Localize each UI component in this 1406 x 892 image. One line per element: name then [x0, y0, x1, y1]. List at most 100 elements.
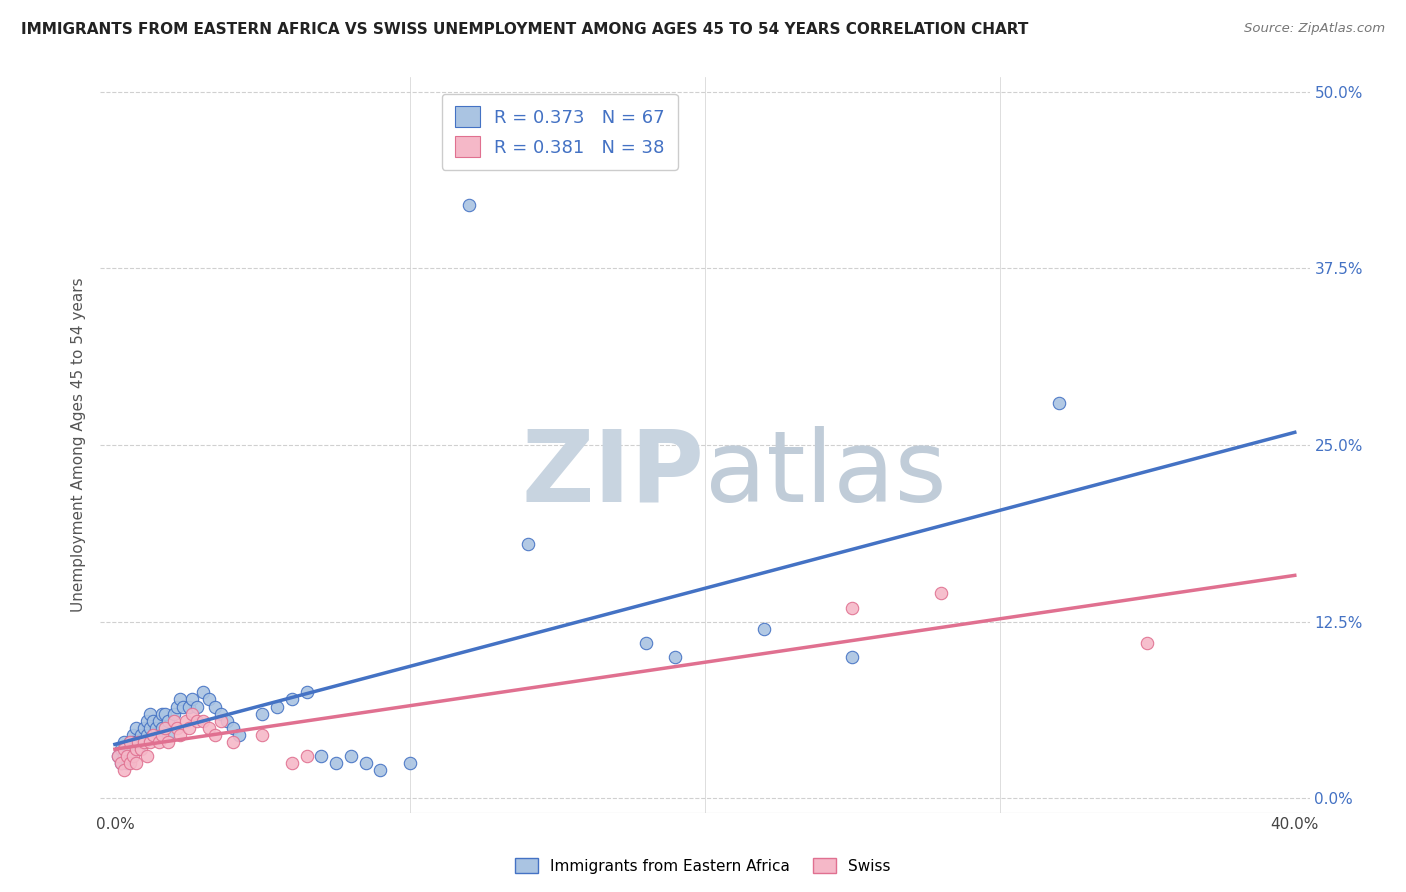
Point: [145, 721, 167, 735]
Point: [166, 699, 188, 714]
Point: [107, 749, 129, 764]
Point: [177, 721, 200, 735]
Point: [204, 699, 226, 714]
Point: [156, 714, 179, 728]
Point: [127, 735, 149, 749]
Point: [110, 756, 132, 770]
Point: [193, 714, 215, 728]
Point: [664, 650, 686, 665]
Point: [142, 728, 165, 742]
Point: [193, 685, 215, 699]
Point: [228, 728, 250, 742]
Point: [112, 742, 135, 756]
Point: [118, 735, 141, 749]
Point: [169, 692, 191, 706]
Point: [121, 742, 143, 756]
Point: [118, 749, 141, 764]
Point: [127, 735, 149, 749]
Point: [131, 735, 153, 749]
Point: [186, 714, 208, 728]
Point: [186, 699, 208, 714]
Point: [134, 721, 156, 735]
Point: [115, 749, 138, 764]
Point: [136, 714, 159, 728]
Point: [169, 728, 191, 742]
Point: [110, 742, 132, 756]
Point: [150, 706, 173, 721]
Point: [180, 706, 202, 721]
Legend: R = 0.373   N = 67, R = 0.381   N = 38: R = 0.373 N = 67, R = 0.381 N = 38: [441, 94, 678, 169]
Point: [222, 735, 245, 749]
Point: [156, 735, 179, 749]
Point: [295, 685, 318, 699]
Point: [124, 721, 146, 735]
Point: [172, 699, 194, 714]
Point: [142, 728, 165, 742]
Point: [121, 728, 143, 742]
Point: [153, 706, 176, 721]
Point: [841, 600, 863, 615]
Point: [127, 742, 149, 756]
Point: [516, 537, 538, 551]
Point: [325, 756, 347, 770]
Point: [209, 706, 232, 721]
Point: [112, 749, 135, 764]
Point: [163, 714, 186, 728]
Point: [124, 756, 146, 770]
Point: [112, 735, 135, 749]
Point: [399, 756, 422, 770]
Point: [209, 714, 232, 728]
Point: [841, 650, 863, 665]
Point: [198, 692, 221, 706]
Point: [124, 735, 146, 749]
Point: [134, 735, 156, 749]
Point: [252, 706, 274, 721]
Point: [150, 721, 173, 735]
Point: [139, 721, 162, 735]
Point: [252, 728, 274, 742]
Point: [148, 728, 170, 742]
Text: Source: ZipAtlas.com: Source: ZipAtlas.com: [1244, 22, 1385, 36]
Point: [354, 756, 377, 770]
Point: [118, 735, 141, 749]
Point: [174, 714, 197, 728]
Point: [118, 742, 141, 756]
Point: [110, 756, 132, 770]
Point: [131, 742, 153, 756]
Point: [148, 714, 170, 728]
Point: [139, 706, 162, 721]
Point: [115, 756, 138, 770]
Point: [266, 699, 288, 714]
Point: [124, 742, 146, 756]
Point: [112, 763, 135, 777]
Text: ZIP: ZIP: [522, 425, 704, 523]
Point: [115, 749, 138, 764]
Point: [752, 622, 775, 636]
Point: [222, 721, 245, 735]
Point: [150, 728, 173, 742]
Point: [107, 749, 129, 764]
Y-axis label: Unemployment Among Ages 45 to 54 years: Unemployment Among Ages 45 to 54 years: [72, 277, 86, 612]
Point: [1136, 636, 1159, 650]
Point: [180, 692, 202, 706]
Point: [142, 714, 165, 728]
Point: [295, 749, 318, 764]
Legend: Immigrants from Eastern Africa, Swiss: Immigrants from Eastern Africa, Swiss: [509, 852, 897, 880]
Point: [340, 749, 363, 764]
Point: [136, 749, 159, 764]
Text: atlas: atlas: [704, 425, 946, 523]
Point: [177, 699, 200, 714]
Point: [134, 735, 156, 749]
Point: [370, 763, 392, 777]
Point: [204, 728, 226, 742]
Point: [121, 735, 143, 749]
Point: [311, 749, 333, 764]
Point: [118, 756, 141, 770]
Point: [929, 586, 952, 600]
Point: [139, 735, 162, 749]
Point: [153, 721, 176, 735]
Point: [163, 706, 186, 721]
Point: [215, 714, 238, 728]
Point: [121, 749, 143, 764]
Point: [281, 692, 304, 706]
